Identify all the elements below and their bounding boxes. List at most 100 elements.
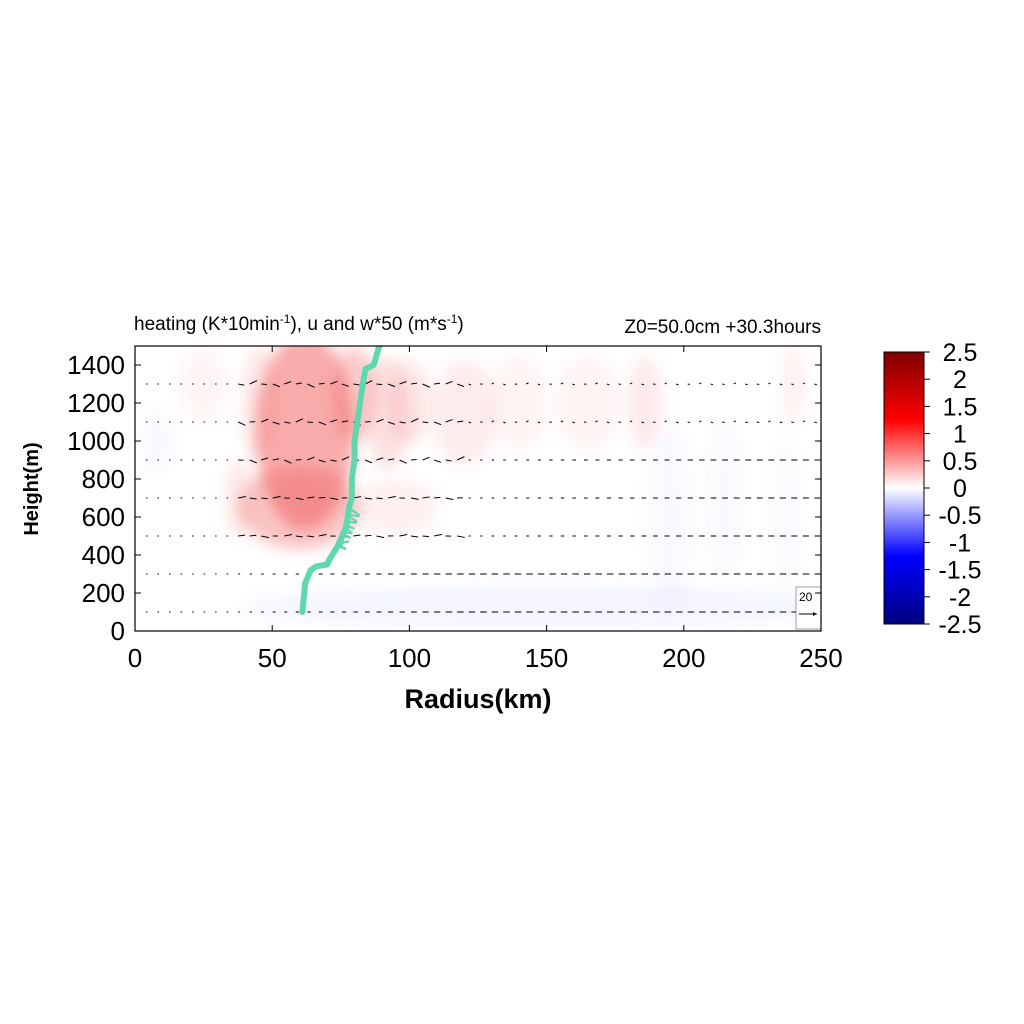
wind-vector (629, 420, 633, 423)
wind-vector (364, 459, 373, 464)
wind-vector (503, 421, 506, 424)
wind-vector (399, 421, 406, 424)
wind-vector (295, 497, 304, 500)
wind-vector (272, 458, 280, 461)
heating-positive-region (242, 346, 275, 460)
wind-vector (756, 421, 760, 424)
wind-vector (445, 419, 453, 423)
y-axis: 0 200 400 600 800 1000 1200 1400 (67, 350, 821, 646)
y-tick-label: 400 (82, 540, 125, 570)
heating-positive-region (491, 355, 547, 451)
wind-vector (261, 457, 269, 461)
wind-vector (261, 418, 269, 423)
y-tick-label: 1000 (67, 426, 125, 456)
wind-vector (307, 456, 315, 461)
colorbar-tick-label: -1 (949, 529, 971, 557)
wind-vector (457, 420, 464, 423)
wind-vector (387, 383, 396, 388)
wind-vector (284, 381, 292, 385)
heating-negative-region (648, 422, 693, 612)
wind-vector (606, 383, 610, 386)
colorbar (883, 351, 925, 625)
wind-vector (606, 421, 610, 424)
wind-vector (284, 534, 293, 537)
wind-vector (238, 383, 245, 386)
colorbar-tick-label: 1 (953, 421, 967, 449)
wind-vector (664, 382, 668, 385)
wind-vector (664, 420, 668, 423)
wind-vector (353, 383, 360, 386)
wind-vector (456, 383, 465, 388)
wind-vector (376, 457, 384, 461)
wind-vector (491, 382, 495, 385)
wind-vector (595, 382, 598, 385)
wind-vector (237, 421, 246, 426)
wind-vector (641, 383, 645, 386)
wind-vector (422, 535, 430, 538)
wind-vector (434, 382, 441, 385)
wind-vector (376, 383, 383, 386)
y-tick-label: 1400 (67, 350, 125, 380)
wind-vector (468, 421, 472, 424)
wind-vector (364, 497, 373, 500)
wind-vector (457, 535, 465, 538)
wind-vector (307, 535, 314, 538)
wind-vector (433, 421, 442, 426)
wind-vector (364, 380, 373, 385)
reference-vector-box (795, 586, 822, 630)
wind-vector (675, 383, 679, 386)
wind-vector (295, 418, 304, 423)
heating-positive-region (354, 479, 437, 536)
wind-vector (330, 380, 338, 385)
wind-vector (318, 421, 327, 426)
wind-vector (261, 497, 268, 500)
wind-vector (595, 420, 598, 423)
reference-vector-label: 20 (799, 590, 813, 604)
y-tick-label: 200 (82, 578, 125, 608)
wind-vector (295, 535, 303, 538)
wind-vector (307, 496, 315, 499)
wind-vector (445, 497, 454, 501)
wind-vector (503, 383, 506, 386)
colorbar-tick-label: 0 (953, 475, 967, 503)
heating-negative-region (774, 441, 797, 593)
wind-vector (295, 382, 302, 385)
wind-vector (745, 383, 748, 386)
x-tick-label: 0 (128, 643, 142, 673)
chart-title-right: Z0=50.0cm +30.3hours (625, 317, 821, 338)
x-tick-label: 50 (258, 643, 287, 673)
wind-vector (733, 420, 737, 423)
x-axis: 0 50 100 150 200 250 (128, 346, 843, 673)
heating-positive-region (387, 361, 432, 445)
colorbar-ticks: 2.521.510.50-0.5-1-1.5-2-2.5 (924, 339, 982, 639)
wind-vector (802, 382, 806, 385)
wind-vector (802, 420, 806, 423)
wind-vector (710, 383, 714, 386)
wind-vector (364, 534, 372, 537)
wind-vector (399, 534, 408, 537)
wind-vector (560, 420, 564, 423)
x-axis-label: Radius(km) (404, 684, 551, 714)
wind-vector (433, 459, 442, 463)
colorbar-tick-label: 0.5 (943, 448, 978, 476)
wind-vector (434, 496, 441, 499)
wind-vector (399, 459, 407, 464)
wind-vector (629, 382, 633, 385)
wind-vector (756, 383, 760, 386)
wind-vector (456, 456, 465, 461)
wind-vector (445, 380, 453, 385)
y-tick-label: 0 (111, 616, 125, 646)
wind-vector (791, 421, 794, 424)
wind-vector (526, 420, 529, 423)
wind-vector (249, 497, 257, 500)
wind-vector (330, 459, 337, 462)
wind-vector (330, 419, 338, 423)
wind-vector (284, 459, 292, 464)
y-tick-label: 800 (82, 464, 125, 494)
wind-vector (814, 421, 817, 424)
x-tick-label: 200 (662, 643, 705, 673)
wind-vector (814, 383, 817, 386)
wind-vector (422, 496, 430, 499)
heating-positive-region (554, 355, 621, 451)
wind-vectors (145, 380, 821, 613)
